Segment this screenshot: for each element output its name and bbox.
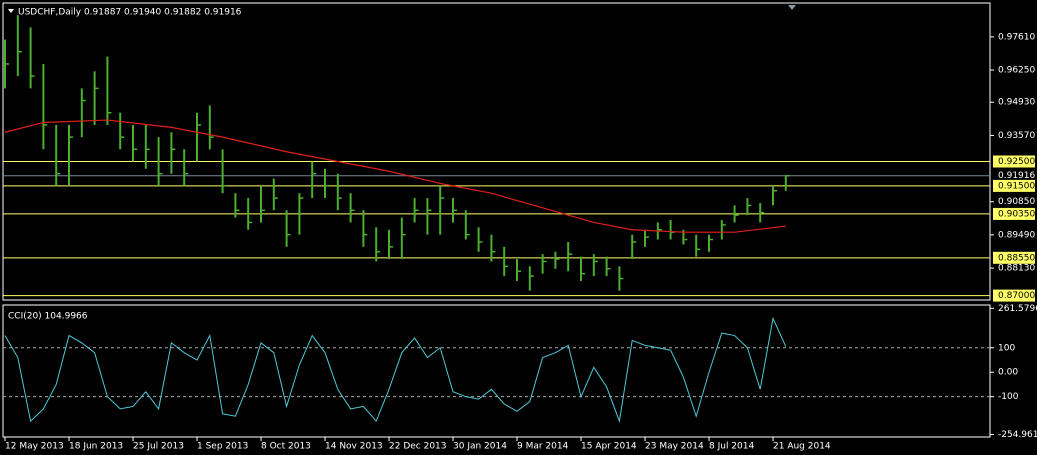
level-tag [993, 179, 1035, 192]
y-tick-label: 0.94930 [998, 98, 1035, 108]
y-tick-label: 0.88130 [998, 264, 1035, 274]
x-tick-label: 9 Mar 2014 [517, 442, 569, 452]
y-tick-label: 0.97610 [998, 32, 1035, 42]
x-tick-label: 18 Jun 2013 [69, 442, 123, 452]
x-tick-label: 1 Sep 2013 [197, 442, 248, 452]
menu-arrow [8, 9, 14, 13]
level-label: 0.88550 [998, 253, 1035, 263]
y-tick-label: -100 [998, 392, 1019, 402]
x-tick-label: 23 May 2014 [645, 442, 704, 452]
x-tick-label: 8 Oct 2013 [261, 442, 311, 452]
x-tick-label: 8 Jul 2014 [709, 442, 754, 452]
indicator-title: CCI(20) 104.9966 [8, 312, 88, 322]
y-tick-label: 261.5796 [998, 304, 1037, 314]
x-tick-label: 21 Aug 2014 [773, 442, 831, 452]
cci-panel [2, 304, 991, 438]
cci-line [4, 316, 787, 424]
current-price-label: 0.91916 [998, 171, 1035, 181]
level-tag [993, 207, 1035, 220]
y-tick-label: 0.93570 [998, 131, 1035, 141]
y-tick-label: 0.90850 [998, 197, 1035, 207]
x-tick-label: 25 Jul 2013 [133, 442, 184, 452]
level-label: 0.90350 [998, 209, 1035, 219]
level-tag [993, 251, 1035, 264]
y-tick-label: 0.96250 [998, 66, 1035, 76]
level-tag [993, 155, 1035, 168]
x-tick-label: 12 May 2013 [5, 442, 64, 452]
level-label: 0.91500 [998, 181, 1035, 191]
y-tick-label: 100 [998, 343, 1015, 353]
level-tag [993, 289, 1035, 302]
chart-title: USDCHF,Daily 0.91887 0.91940 0.91882 0.9… [18, 8, 242, 18]
x-tick-label: 30 Jan 2014 [453, 442, 507, 452]
y-tick-label: 0.89490 [998, 230, 1035, 240]
shift-marker [788, 5, 796, 10]
y-tick-label: 0.00 [998, 368, 1018, 378]
x-tick-label: 14 Nov 2013 [325, 442, 383, 452]
level-label: 0.87000 [998, 291, 1035, 301]
x-tick-label: 22 Dec 2013 [389, 442, 447, 452]
moving-average [4, 119, 786, 233]
price-panel [2, 2, 991, 301]
y-tick-label: -254.9616 [998, 430, 1037, 440]
level-label: 0.92500 [998, 157, 1035, 167]
x-tick-label: 15 Apr 2014 [581, 442, 637, 452]
